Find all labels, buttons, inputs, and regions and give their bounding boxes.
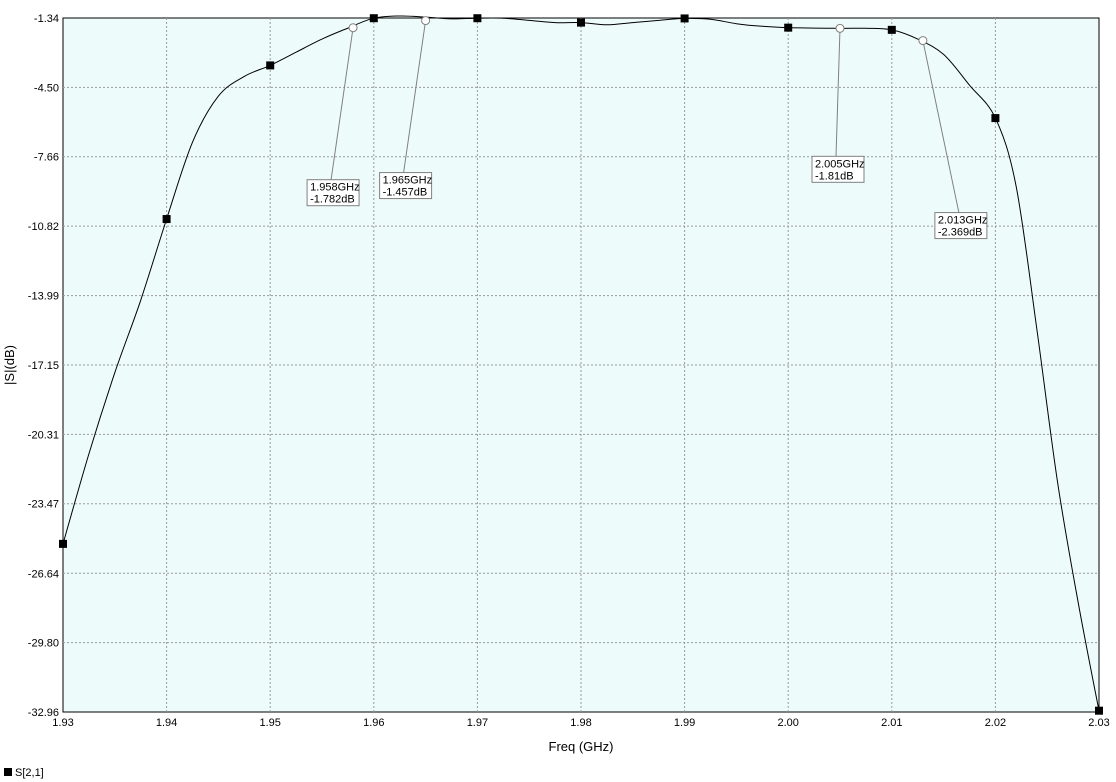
series-markers xyxy=(59,14,1103,715)
series-line-s21 xyxy=(62,15,1100,711)
x-axis-title: Freq (GHz) xyxy=(549,739,614,754)
callout-box xyxy=(811,155,865,183)
data-point-marker xyxy=(266,61,275,70)
x-tick-label: 1.95 xyxy=(259,717,280,729)
x-tick-label: 1.94 xyxy=(156,717,177,729)
data-point-marker xyxy=(1095,706,1103,715)
callout-leader-line xyxy=(835,28,841,157)
x-tick-label: 1.99 xyxy=(674,717,695,729)
marker-callout: 1.965GHz-1.457dB xyxy=(379,16,433,200)
y-tick-label: -32.96 xyxy=(28,707,59,719)
callout-box xyxy=(934,212,988,240)
callout-value: -1.81dB xyxy=(815,170,854,182)
y-tick-label: -20.31 xyxy=(28,429,59,441)
callout-point-circle xyxy=(348,23,358,33)
x-tick-label: 2.00 xyxy=(777,717,798,729)
y-tick-label: -26.64 xyxy=(28,568,59,580)
data-point-marker xyxy=(162,215,171,224)
y-tick-label: -7.66 xyxy=(34,152,59,164)
callout-box xyxy=(379,172,433,200)
callout-value: -2.369dB xyxy=(938,227,983,239)
data-point-marker xyxy=(369,14,378,23)
callout-value: -1.782dB xyxy=(310,194,355,206)
callout-point-circle xyxy=(835,23,845,33)
data-point-marker xyxy=(784,23,793,32)
callout-point-circle xyxy=(421,16,431,26)
data-point-marker xyxy=(680,14,689,23)
legend-marker-icon xyxy=(4,768,12,776)
y-tick-label: -29.80 xyxy=(28,638,59,650)
marker-callout: 2.013GHz-2.369dB xyxy=(918,36,988,240)
callout-leader-line xyxy=(922,40,960,213)
x-tick-label: 2.03 xyxy=(1088,717,1109,729)
x-tick-label: 2.02 xyxy=(985,717,1006,729)
y-tick-label: -4.50 xyxy=(34,82,59,94)
callout-frequency: 1.965GHz xyxy=(383,175,433,187)
callout-frequency: 2.005GHz xyxy=(815,158,865,170)
callout-point-circle xyxy=(918,36,928,46)
x-tick-label: 2.01 xyxy=(881,717,902,729)
y-tick-label: -13.99 xyxy=(28,291,59,303)
y-tick-label: -17.15 xyxy=(28,360,59,372)
x-tick-label: 1.98 xyxy=(570,717,591,729)
y-axis-title: |S|(dB) xyxy=(2,345,17,385)
x-tick-label: 1.96 xyxy=(363,717,384,729)
callout-leader-line xyxy=(403,20,427,173)
y-tick-label: -10.82 xyxy=(28,221,59,233)
marker-callout: 1.958GHz-1.782dB xyxy=(306,23,360,207)
marker-callouts: 1.958GHz-1.782dB 1.965GHz-1.457dB 2.005GHz… xyxy=(306,16,988,240)
x-axis-ticks: 1.93 1.94 1.95 1.96 1.97 1.98 1.99 2.00 2.01 2.02… xyxy=(52,717,1109,729)
x-tick-label: 1.93 xyxy=(52,717,73,729)
y-axis-ticks: -1.34 -4.50 -7.66 -10.82 -13.99 -17.15 -20.31 -… xyxy=(28,13,59,719)
data-point-marker xyxy=(473,14,482,23)
legend: S[2,1] xyxy=(4,767,44,779)
callout-leader-line xyxy=(330,27,354,180)
data-point-marker xyxy=(59,539,67,548)
data-point-marker xyxy=(991,114,1000,123)
callout-box xyxy=(306,179,360,207)
data-point-marker xyxy=(887,25,896,34)
y-tick-label: -23.47 xyxy=(28,499,59,511)
callout-value: -1.457dB xyxy=(383,187,428,199)
data-point-marker xyxy=(577,18,585,27)
x-tick-label: 1.97 xyxy=(467,717,488,729)
y-tick-label: -1.34 xyxy=(34,13,59,25)
marker-callout: 2.005GHz-1.81dB xyxy=(811,23,865,183)
legend-label: S[2,1] xyxy=(15,767,44,779)
callout-frequency: 2.013GHz xyxy=(938,215,988,227)
callout-frequency: 1.958GHz xyxy=(310,182,360,194)
grid-lines xyxy=(63,18,1099,712)
